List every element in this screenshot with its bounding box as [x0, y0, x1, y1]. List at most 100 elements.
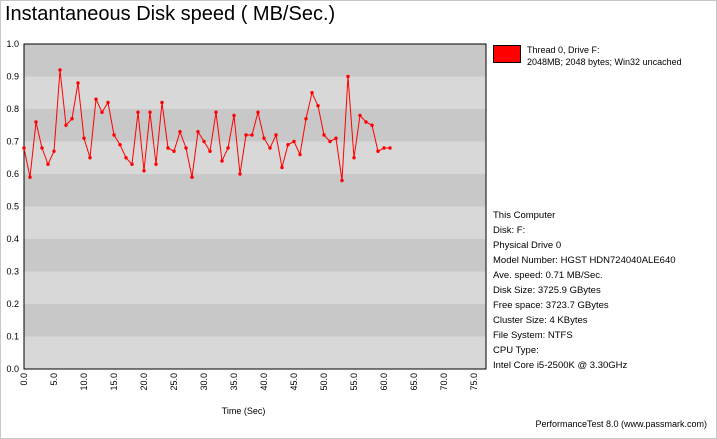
info-line: Free space: 3723.7 GBytes — [493, 300, 609, 311]
legend-line-2: 2048MB; 2048 bytes; Win32 uncached — [527, 57, 682, 67]
data-point — [280, 165, 284, 170]
y-tick-label: 0.3 — [6, 267, 19, 277]
y-tick-label: 0.0 — [6, 364, 19, 374]
data-point — [178, 130, 182, 134]
grid-band — [24, 76, 486, 109]
data-point — [70, 117, 74, 121]
data-point — [286, 143, 290, 147]
data-point — [130, 162, 134, 166]
y-tick-label: 0.1 — [6, 332, 19, 342]
x-tick-label: 70.0 — [439, 373, 449, 391]
data-point — [52, 149, 56, 153]
x-tick-label: 15.0 — [109, 373, 119, 391]
grid-band — [24, 239, 486, 272]
info-line: CPU Type: — [493, 345, 539, 356]
data-point — [112, 133, 116, 137]
x-tick-label: 75.0 — [469, 373, 479, 391]
data-point — [22, 146, 26, 150]
info-panel: This Computer Disk: F: Physical Drive 0 … — [493, 209, 676, 374]
y-tick-label: 0.5 — [6, 202, 19, 212]
data-point — [214, 110, 218, 114]
info-line: File System: NTFS — [493, 330, 573, 341]
data-point — [58, 68, 62, 72]
plot-border — [23, 43, 487, 370]
data-point — [196, 130, 200, 134]
y-tick-label: 0.8 — [6, 104, 19, 114]
legend-line-1: Thread 0, Drive F: — [527, 45, 600, 55]
data-point — [208, 149, 212, 153]
data-point — [154, 162, 158, 166]
info-line: Disk Size: 3725.9 GBytes — [493, 285, 601, 296]
footer-text: PerformanceTest 8.0 (www.passmark.com) — [535, 419, 707, 429]
x-tick-label: 10.0 — [79, 373, 89, 391]
data-point — [382, 146, 386, 150]
x-tick-label: 45.0 — [289, 373, 299, 391]
data-point — [142, 169, 146, 173]
info-line: Intel Core i5-2500K @ 3.30GHz — [493, 360, 628, 371]
y-tick-label: 0.4 — [6, 234, 19, 244]
data-point — [148, 110, 152, 114]
data-point — [46, 162, 50, 166]
data-point — [160, 100, 164, 105]
data-point — [136, 110, 140, 114]
data-point — [298, 152, 302, 157]
info-line: Physical Drive 0 — [493, 240, 562, 251]
info-line: Ave. speed: 0.71 MB/Sec. — [493, 270, 603, 281]
data-point — [94, 97, 98, 101]
data-point — [190, 175, 194, 179]
x-tick-label: 40.0 — [259, 373, 269, 391]
data-point — [34, 120, 38, 124]
x-tick-label: 35.0 — [229, 373, 239, 391]
data-point — [28, 175, 32, 179]
data-point — [244, 133, 248, 137]
data-point — [256, 110, 260, 114]
info-line: Cluster Size: 4 KBytes — [493, 315, 588, 326]
x-tick-label: 0.0 — [19, 373, 29, 386]
info-line: Disk: F: — [493, 225, 526, 236]
legend-text: Thread 0, Drive F: 2048MB; 2048 bytes; W… — [527, 44, 682, 68]
x-tick-label: 25.0 — [169, 373, 179, 391]
data-point — [124, 156, 128, 160]
grid-band — [24, 271, 486, 304]
x-tick-label: 20.0 — [139, 373, 149, 391]
data-point — [334, 136, 338, 140]
x-tick-label: 50.0 — [319, 373, 329, 391]
data-point — [76, 81, 80, 85]
data-point — [220, 159, 224, 163]
y-tick-label: 0.6 — [6, 169, 19, 179]
grid-band — [24, 304, 486, 337]
grid-band — [24, 336, 486, 369]
data-point — [316, 104, 320, 108]
y-tick-label: 0.2 — [6, 299, 19, 309]
info-line: This Computer — [493, 210, 556, 221]
y-tick-label: 0.7 — [6, 137, 19, 147]
data-point — [40, 146, 44, 150]
data-point — [250, 133, 254, 137]
data-point — [202, 139, 206, 144]
data-point — [118, 143, 122, 147]
grid-band — [24, 44, 486, 77]
data-point — [268, 146, 272, 150]
data-point — [88, 156, 92, 160]
x-tick-label: 65.0 — [409, 373, 419, 391]
data-point — [64, 123, 68, 127]
data-point — [262, 136, 266, 140]
data-point — [328, 139, 332, 144]
data-point — [172, 149, 176, 153]
data-point — [82, 136, 86, 140]
grid-band — [24, 174, 486, 207]
x-tick-label: 30.0 — [199, 373, 209, 391]
grid-band — [24, 141, 486, 174]
data-point — [358, 113, 362, 118]
legend-swatch — [493, 45, 521, 63]
data-point — [166, 146, 170, 150]
data-point — [370, 123, 374, 127]
data-point — [388, 146, 392, 150]
data-point — [376, 149, 380, 153]
data-point — [232, 113, 236, 118]
info-line: Model Number: HGST HDN724040ALE640 — [493, 255, 676, 266]
data-point — [322, 133, 326, 137]
data-point — [352, 156, 356, 160]
data-point — [340, 178, 344, 183]
